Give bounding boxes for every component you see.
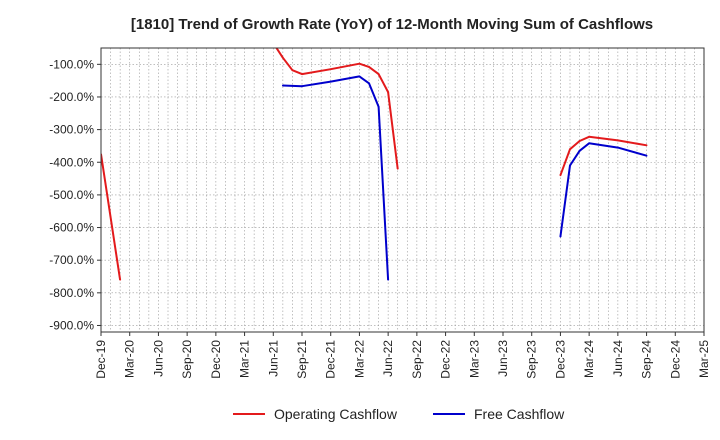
x-tick-label: Sep-20: [180, 340, 194, 379]
x-tick-label: Mar-22: [352, 340, 366, 378]
data-point-operating-cashflow: [645, 144, 648, 147]
data-point-free-cashflow: [559, 235, 562, 238]
x-tick-label: Dec-19: [94, 340, 108, 379]
y-tick-label: -600.0%: [49, 221, 94, 235]
y-tick-label: -700.0%: [49, 253, 94, 267]
data-point-operating-cashflow: [272, 42, 274, 44]
data-point-free-cashflow: [281, 84, 284, 87]
series-line-operating-cashflow: [275, 48, 399, 169]
y-tick-label: -500.0%: [49, 188, 94, 202]
data-point-free-cashflow: [645, 154, 648, 157]
x-axis: Dec-19 Mar-20 Jun-20 Sep-20 Dec-20 Mar-21 Jun-…: [94, 332, 711, 379]
y-tick-label: -100.0%: [49, 57, 94, 71]
legend-label-operating-cashflow: Operating Cashflow: [274, 406, 398, 422]
data-point-operating-cashflow: [301, 73, 303, 76]
x-tick-label: Jun-22: [381, 340, 395, 377]
series-lines: [101, 42, 648, 281]
data-point-operating-cashflow: [616, 139, 619, 142]
data-point-operating-cashflow: [588, 135, 591, 138]
data-point-operating-cashflow: [368, 66, 370, 68]
x-tick-label: Jun-21: [266, 340, 280, 377]
x-tick-label: Jun-20: [151, 340, 165, 377]
x-tick-label: Sep-24: [640, 340, 654, 379]
series-line-operating-cashflow: [101, 153, 122, 280]
y-tick-label: -400.0%: [49, 155, 94, 169]
x-tick-label: Jun-23: [496, 340, 510, 377]
series-line-free-cashflow: [559, 142, 647, 237]
data-point-free-cashflow: [329, 80, 332, 83]
data-point-operating-cashflow: [569, 148, 571, 151]
data-point-operating-cashflow: [119, 278, 122, 281]
x-tick-label: Dec-24: [668, 340, 682, 379]
x-tick-label: Mar-20: [123, 340, 137, 378]
x-tick-label: Mar-23: [467, 340, 481, 378]
y-tick-label: -800.0%: [49, 286, 94, 300]
data-point-free-cashflow: [569, 164, 571, 167]
y-tick-label: -900.0%: [49, 318, 94, 332]
data-point-free-cashflow: [387, 278, 390, 281]
x-tick-label: Mar-24: [582, 340, 596, 378]
x-tick-label: Dec-22: [439, 340, 453, 379]
data-point-operating-cashflow: [329, 68, 332, 71]
x-tick-label: Sep-22: [410, 340, 424, 379]
data-point-operating-cashflow: [578, 140, 581, 142]
data-point-free-cashflow: [377, 105, 380, 108]
legend: Operating Cashflow Free Cashflow: [233, 406, 565, 422]
x-tick-label: Dec-21: [324, 340, 338, 379]
chart-title: [1810] Trend of Growth Rate (YoY) of 12-…: [131, 16, 653, 33]
data-point-operating-cashflow: [281, 56, 284, 59]
data-point-free-cashflow: [358, 75, 361, 78]
data-point-free-cashflow: [616, 146, 619, 149]
y-tick-label: -300.0%: [49, 123, 94, 137]
y-tick-label: -200.0%: [49, 90, 94, 104]
data-point-operating-cashflow: [396, 167, 399, 170]
grid: [101, 48, 704, 332]
x-tick-label: Mar-21: [238, 340, 252, 378]
data-point-free-cashflow: [588, 142, 591, 145]
data-point-free-cashflow: [368, 82, 370, 85]
plot-frame: [100, 47, 705, 333]
x-tick-label: Sep-23: [525, 340, 539, 379]
data-point-free-cashflow: [578, 149, 581, 152]
x-tick-label: Dec-23: [553, 340, 567, 379]
series-line-free-cashflow: [282, 75, 390, 280]
series-line-operating-cashflow: [559, 135, 647, 176]
data-point-operating-cashflow: [291, 69, 294, 72]
y-axis: -100.0% -200.0% -300.0% -400.0% -500.0% -600.…: [49, 57, 101, 332]
x-tick-label: Jun-24: [611, 340, 625, 377]
legend-label-free-cashflow: Free Cashflow: [474, 406, 565, 422]
data-point-operating-cashflow: [377, 73, 380, 76]
data-point-operating-cashflow: [387, 91, 390, 93]
data-point-operating-cashflow: [358, 62, 361, 65]
x-tick-label: Dec-20: [209, 340, 223, 379]
x-tick-label: Sep-21: [295, 340, 309, 379]
data-point-free-cashflow: [301, 85, 303, 88]
x-tick-label: Mar-25: [697, 340, 711, 378]
data-point-operating-cashflow: [559, 174, 562, 177]
